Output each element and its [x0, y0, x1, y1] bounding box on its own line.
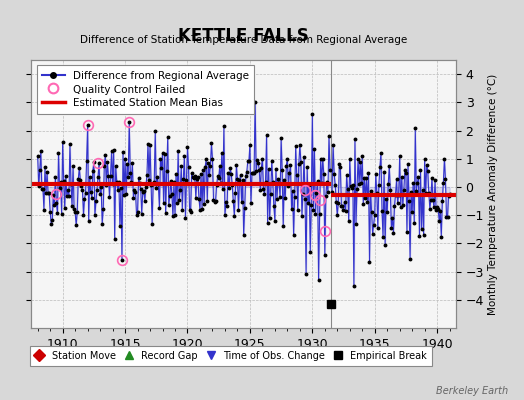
Y-axis label: Monthly Temperature Anomaly Difference (°C): Monthly Temperature Anomaly Difference (… — [488, 73, 498, 315]
Legend: Station Move, Record Gap, Time of Obs. Change, Empirical Break: Station Move, Record Gap, Time of Obs. C… — [30, 346, 432, 366]
Text: Berkeley Earth: Berkeley Earth — [436, 386, 508, 396]
Text: Difference of Station Temperature Data from Regional Average: Difference of Station Temperature Data f… — [80, 35, 407, 45]
Title: KETTLE FALLS: KETTLE FALLS — [178, 26, 309, 44]
